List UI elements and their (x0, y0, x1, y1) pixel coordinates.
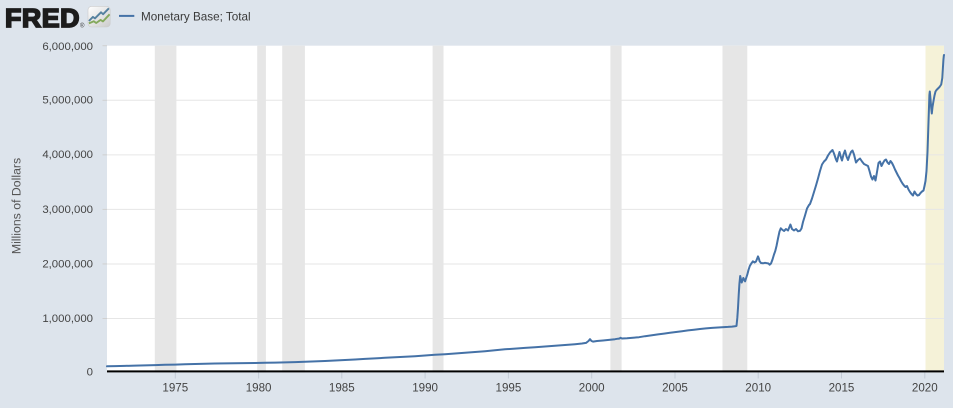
svg-text:3,000,000: 3,000,000 (42, 204, 93, 216)
svg-text:2,000,000: 2,000,000 (42, 258, 93, 270)
svg-text:6,000,000: 6,000,000 (42, 41, 93, 53)
svg-text:1990: 1990 (412, 382, 438, 395)
svg-text:1995: 1995 (496, 382, 522, 395)
svg-text:2020: 2020 (912, 382, 938, 395)
svg-text:Millions of Dollars: Millions of Dollars (10, 158, 24, 254)
svg-text:4,000,000: 4,000,000 (42, 149, 93, 161)
svg-text:2005: 2005 (662, 382, 688, 395)
svg-text:0: 0 (87, 366, 93, 378)
svg-text:Monetary Base; Total: Monetary Base; Total (141, 10, 251, 23)
svg-text:1,000,000: 1,000,000 (42, 313, 93, 325)
svg-text:5,000,000: 5,000,000 (42, 95, 93, 107)
svg-text:2015: 2015 (829, 382, 855, 395)
svg-text:2000: 2000 (579, 382, 605, 395)
svg-text:FRED: FRED (5, 3, 80, 33)
svg-text:2010: 2010 (745, 382, 771, 395)
svg-text:1985: 1985 (329, 382, 355, 395)
svg-text:1975: 1975 (162, 382, 188, 395)
svg-text:®: ® (80, 23, 85, 30)
svg-text:1980: 1980 (246, 382, 272, 395)
